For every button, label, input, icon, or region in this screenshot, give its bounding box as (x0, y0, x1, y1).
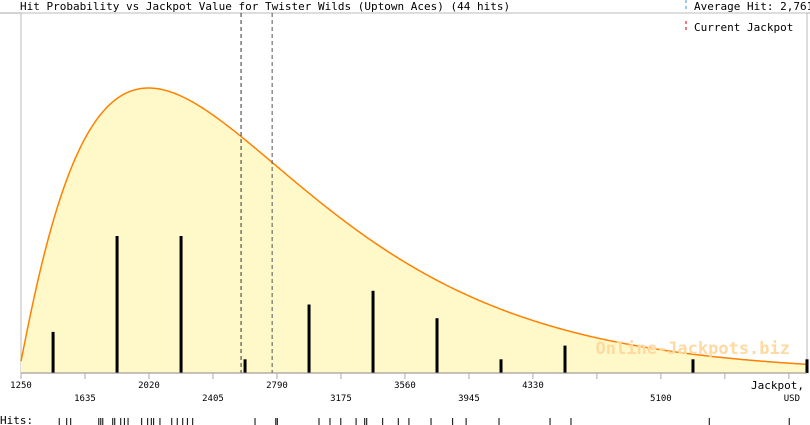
histogram-bar (243, 359, 247, 373)
watermark: Online-Jackpots.biz (596, 339, 790, 359)
x-tick-label: 5100 (650, 394, 672, 404)
hits-label: Hits: (0, 414, 33, 425)
legend-average-hit: Average Hit: 2,761 (694, 0, 810, 13)
x-tick-label: 1250 (10, 381, 32, 391)
histogram-bar (115, 236, 119, 373)
x-axis-unit: USD (784, 394, 800, 404)
histogram-bar (691, 359, 695, 373)
legend-current-jackpot: Current Jackpot (694, 21, 793, 34)
x-tick-label: 2790 (266, 381, 288, 391)
x-axis-label: Jackpot, (751, 379, 804, 392)
density-curve (20, 87, 807, 366)
chart-title: Hit Probability vs Jackpot Value for Twi… (20, 0, 510, 13)
histogram-bar (307, 304, 311, 373)
x-tick-label: 4330 (522, 381, 544, 391)
histogram-bar (371, 290, 375, 373)
x-tick-label: 3945 (458, 394, 480, 404)
density-area (21, 88, 807, 373)
x-tick-label: 3560 (394, 381, 416, 391)
histogram-bar (179, 236, 183, 373)
x-tick-label: 1635 (74, 394, 96, 404)
histogram-bar (499, 359, 503, 373)
x-tick-label: 2405 (202, 394, 224, 404)
histogram-bar (435, 318, 439, 373)
histogram-bar (805, 359, 809, 373)
x-tick-label: 2020 (138, 381, 160, 391)
x-tick-label: 3175 (330, 394, 352, 404)
histogram-bar (563, 345, 567, 373)
histogram-bar (51, 331, 55, 373)
